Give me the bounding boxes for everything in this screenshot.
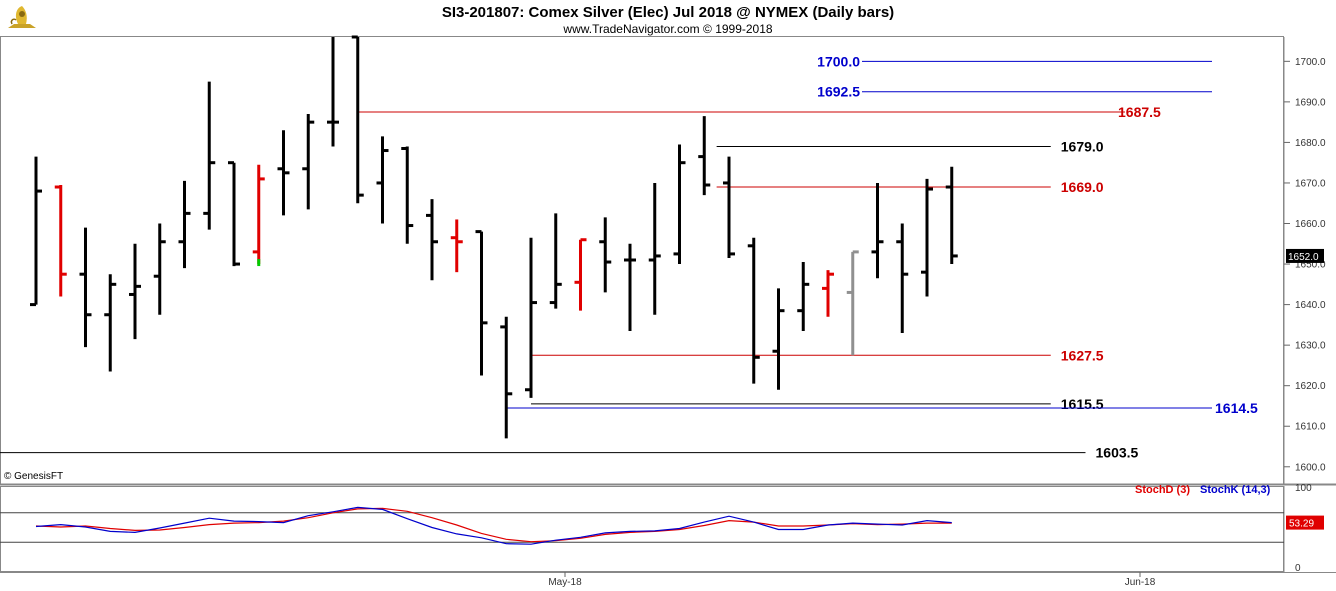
ohlc-bar	[822, 270, 834, 317]
y-tick-label: 1630.0	[1295, 341, 1326, 352]
ohlc-bar	[376, 136, 389, 224]
level-label: 1692.5	[817, 84, 860, 100]
stoch-y-axis: 100 0 53.29	[0, 483, 1324, 574]
price-y-axis: 1700.0 1690.0 1680.0 1670.0 1660.0 1650.0 1640…	[1283, 37, 1326, 484]
level-lines: 1700.0 1692.5 1687.5 1679.0 1669.0 1627.5 1615…	[0, 53, 1258, 461]
level-label: 1627.5	[1061, 347, 1104, 363]
y-tick-label: 1670.0	[1295, 178, 1326, 189]
ohlc-bar	[525, 237, 537, 398]
ohlc-bar	[129, 243, 141, 340]
x-tick-label: May-18	[548, 577, 582, 588]
level-label: 1669.0	[1061, 179, 1104, 195]
ohlc-bar	[203, 81, 216, 230]
chart-title: SI3-201807: Comex Silver (Elec) Jul 2018…	[442, 4, 894, 21]
copyright-label: © GenesisFT	[4, 471, 63, 482]
x-axis: May-18 Jun-18	[548, 572, 1156, 588]
ohlc-bar	[797, 262, 810, 331]
ohlc-bar	[351, 35, 364, 204]
ohlc-bar	[475, 230, 488, 376]
legend-stochk: StochK (14,3)	[1200, 484, 1271, 496]
ohlc-bar	[54, 184, 67, 297]
ohlc-bar	[624, 243, 636, 331]
ohlc-bar	[401, 146, 414, 244]
ohlc-bar	[153, 223, 166, 315]
legend-stochd: StochD (3)	[1135, 484, 1190, 496]
last-price-tag	[1286, 248, 1324, 263]
ohlc-bar	[673, 144, 686, 265]
chart-subtitle: www.TradeNavigator.com © 1999-2018	[562, 22, 772, 36]
y-tick-label: 1680.0	[1295, 138, 1326, 149]
ohlc-bar	[846, 250, 859, 356]
x-tick-label: Jun-18	[1125, 577, 1156, 588]
ohlc-bar	[30, 156, 42, 307]
ohlc-bar	[574, 238, 587, 311]
level-label: 1687.5	[1118, 104, 1161, 120]
ohlc-bar	[426, 199, 438, 281]
level-label: 1615.5	[1061, 396, 1104, 412]
ohlc-bar	[871, 182, 884, 279]
ohlc-bar	[599, 217, 612, 293]
y-tick-label: 1650.0	[1295, 260, 1326, 271]
ohlc-bar	[896, 223, 909, 333]
ohlc-bar	[648, 182, 661, 315]
level-label: 1614.5	[1215, 400, 1258, 416]
y-tick-label: 1600.0	[1295, 462, 1326, 473]
ohlc-bar	[747, 237, 760, 384]
ohlc-bar	[549, 213, 562, 309]
stochd-line	[35, 507, 952, 543]
level-label: 1700.0	[817, 53, 860, 69]
level-label: 1603.5	[1096, 445, 1139, 461]
last-price-label: 1652.0	[1288, 252, 1319, 263]
stoch-tick-label: 0	[1295, 563, 1301, 574]
ohlc-bar	[228, 161, 240, 267]
ohlc-bar	[500, 316, 513, 439]
ohlc-bar	[772, 288, 785, 390]
ohlc-bar	[327, 37, 339, 147]
ohlc-bar	[723, 156, 735, 258]
y-tick-label: 1610.0	[1295, 422, 1326, 433]
ohlc-bar	[698, 116, 711, 196]
stoch-last-tag	[1286, 515, 1324, 530]
ohlc-bar	[450, 219, 463, 273]
cornucopia-logo-icon	[8, 6, 36, 28]
y-tick-label: 1660.0	[1295, 219, 1326, 230]
ohlc-bar	[302, 114, 315, 210]
ohlc-bar	[79, 227, 92, 348]
y-tick-label: 1620.0	[1295, 381, 1326, 392]
y-tick-label: 1700.0	[1295, 57, 1326, 68]
ohlc-bar	[178, 180, 191, 269]
level-label: 1679.0	[1061, 138, 1104, 154]
stochk-line	[35, 506, 952, 545]
ohlc-bar	[252, 164, 265, 265]
stoch-tick-label: 100	[1295, 483, 1312, 494]
stoch-lines	[35, 506, 952, 545]
ohlc-bar	[921, 178, 933, 297]
y-tick-label: 1690.0	[1295, 97, 1326, 108]
y-tick-label: 1640.0	[1295, 300, 1326, 311]
ohlc-bar	[945, 166, 958, 265]
ohlc-bar	[104, 274, 117, 372]
price-bars	[30, 35, 958, 439]
stoch-last-label: 53.29	[1289, 519, 1314, 530]
ohlc-bar	[277, 130, 290, 216]
